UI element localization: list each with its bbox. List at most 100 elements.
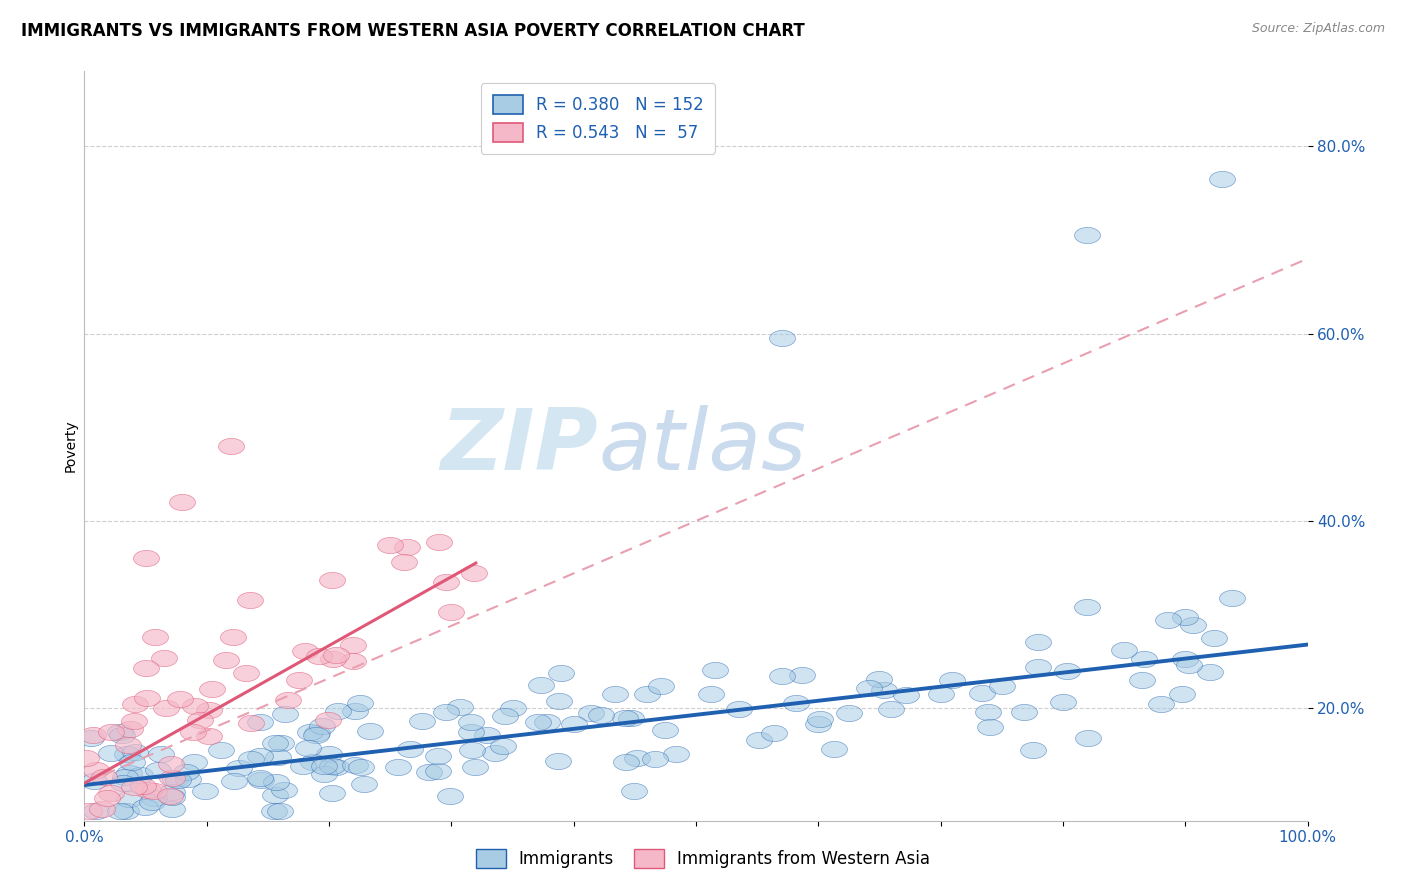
Point: [1220, 591, 1243, 605]
Point: [277, 693, 299, 707]
Point: [548, 693, 571, 707]
Point: [1211, 172, 1233, 186]
Point: [75, 751, 97, 765]
Legend: Immigrants, Immigrants from Western Asia: Immigrants, Immigrants from Western Asia: [468, 842, 938, 875]
Point: [429, 535, 451, 549]
Point: [77, 805, 100, 819]
Point: [321, 786, 343, 800]
Point: [155, 701, 177, 715]
Point: [1181, 618, 1204, 632]
Point: [1198, 665, 1220, 679]
Point: [650, 679, 672, 693]
Point: [1177, 658, 1199, 673]
Point: [308, 648, 330, 663]
Point: [449, 699, 471, 714]
Point: [869, 673, 891, 687]
Point: [136, 782, 159, 797]
Point: [214, 653, 236, 667]
Point: [977, 705, 1000, 719]
Point: [972, 686, 994, 700]
Point: [530, 678, 553, 692]
Point: [1056, 664, 1078, 678]
Point: [1028, 659, 1050, 673]
Point: [197, 729, 219, 743]
Point: [858, 681, 880, 695]
Point: [461, 743, 484, 757]
Point: [394, 555, 416, 569]
Point: [1150, 697, 1173, 711]
Point: [114, 770, 136, 784]
Point: [222, 773, 245, 788]
Point: [762, 725, 785, 739]
Point: [1026, 635, 1049, 649]
Point: [152, 651, 174, 665]
Point: [460, 725, 482, 739]
Point: [294, 643, 316, 657]
Point: [159, 789, 181, 804]
Point: [124, 745, 146, 759]
Point: [1174, 652, 1197, 666]
Point: [141, 795, 163, 809]
Point: [620, 711, 643, 725]
Point: [118, 792, 141, 806]
Point: [991, 679, 1014, 693]
Point: [312, 767, 335, 781]
Point: [160, 757, 183, 772]
Point: [80, 731, 103, 746]
Point: [436, 575, 458, 590]
Point: [790, 668, 813, 682]
Point: [174, 764, 197, 779]
Point: [492, 739, 515, 753]
Point: [1114, 642, 1136, 657]
Point: [83, 773, 105, 788]
Point: [115, 805, 138, 819]
Point: [273, 782, 295, 797]
Point: [124, 697, 146, 711]
Point: [810, 712, 832, 726]
Point: [198, 703, 221, 717]
Point: [143, 783, 166, 797]
Point: [160, 784, 183, 798]
Point: [134, 800, 156, 814]
Point: [291, 759, 314, 773]
Point: [181, 725, 204, 739]
Point: [160, 771, 183, 785]
Point: [484, 746, 506, 760]
Point: [838, 706, 860, 720]
Point: [121, 756, 143, 770]
Point: [211, 743, 233, 757]
Point: [1133, 652, 1156, 666]
Point: [343, 758, 366, 772]
Point: [184, 698, 207, 713]
Point: [188, 713, 211, 727]
Point: [644, 752, 666, 766]
Point: [873, 683, 896, 698]
Point: [301, 755, 323, 769]
Point: [235, 666, 257, 681]
Point: [263, 805, 285, 819]
Point: [527, 715, 550, 730]
Point: [307, 726, 329, 740]
Point: [326, 704, 349, 718]
Point: [100, 747, 122, 761]
Point: [342, 639, 364, 653]
Point: [349, 696, 371, 710]
Point: [117, 739, 139, 753]
Text: atlas: atlas: [598, 404, 806, 488]
Legend: R = 0.380   N = 152, R = 0.543   N =  57: R = 0.380 N = 152, R = 0.543 N = 57: [481, 84, 716, 153]
Point: [807, 717, 830, 731]
Point: [1077, 731, 1099, 746]
Point: [748, 732, 770, 747]
Point: [219, 439, 242, 453]
Point: [536, 714, 558, 729]
Point: [322, 651, 344, 665]
Point: [325, 760, 347, 774]
Point: [380, 538, 402, 552]
Point: [240, 715, 263, 730]
Point: [418, 765, 440, 780]
Point: [343, 704, 366, 718]
Point: [502, 701, 524, 715]
Point: [321, 758, 343, 772]
Point: [111, 776, 134, 790]
Point: [228, 760, 250, 774]
